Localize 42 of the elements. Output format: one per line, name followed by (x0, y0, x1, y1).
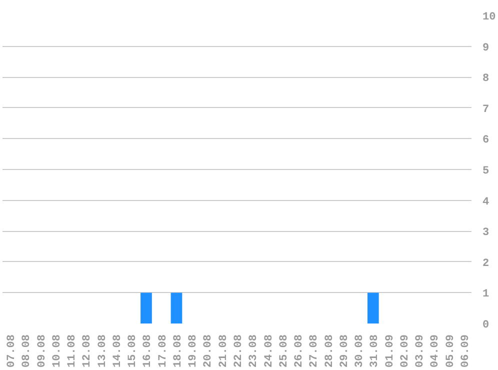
x-tick-label: 09.08 (36, 334, 48, 368)
x-tick-label: 11.08 (66, 334, 79, 368)
y-tick-label: 8 (482, 73, 490, 86)
x-tick-label: 12.08 (82, 334, 94, 368)
x-tick-label: 23.08 (248, 334, 260, 368)
x-tick-label: 28.08 (324, 334, 336, 368)
x-tick-label: 31.08 (369, 334, 382, 368)
x-tick-label: 21.08 (218, 334, 230, 368)
x-tick-label: 02.09 (399, 334, 412, 368)
x-tick-label: 10.08 (51, 334, 64, 368)
y-tick-label: 6 (482, 134, 490, 147)
x-tick-label: 17.08 (157, 334, 170, 368)
x-tick-label: 16.08 (142, 334, 154, 368)
y-tick-label: 9 (482, 42, 490, 54)
y-tick-label: 10 (482, 12, 496, 24)
y-tick-label: 4 (482, 196, 490, 208)
x-tick-label: 29.08 (338, 334, 351, 368)
x-tick-label: 04.09 (430, 334, 442, 368)
x-tick-label: 26.08 (294, 334, 306, 368)
x-tick-label: 15.08 (127, 334, 140, 368)
x-tick-label: 13.08 (96, 334, 109, 368)
y-tick-label: 0 (482, 320, 490, 332)
y-tick-label: 5 (482, 166, 490, 178)
x-tick-label: 05.09 (444, 334, 457, 368)
y-tick-label: 3 (482, 227, 490, 240)
x-tick-label: 24.08 (263, 334, 276, 368)
x-tick-label: 25.08 (278, 334, 290, 368)
x-tick-label: 27.08 (308, 334, 321, 368)
x-tick-label: 19.08 (188, 334, 200, 368)
x-tick-label: 22.08 (233, 334, 245, 368)
y-tick-label: 1 (482, 288, 490, 301)
x-tick-label: 07.08 (6, 334, 18, 368)
y-tick-label: 7 (482, 104, 490, 116)
y-tick-label: 2 (482, 258, 490, 270)
x-tick-label: 14.08 (112, 334, 124, 368)
x-tick-label: 01.09 (384, 334, 396, 368)
x-tick-label: 08.08 (21, 334, 34, 368)
x-tick-label: 03.09 (414, 334, 427, 368)
x-tick-label: 06.09 (460, 334, 472, 368)
x-tick-label: 20.08 (202, 334, 215, 368)
x-tick-label: 18.08 (172, 334, 184, 368)
x-tick-label: 30.08 (354, 334, 366, 368)
